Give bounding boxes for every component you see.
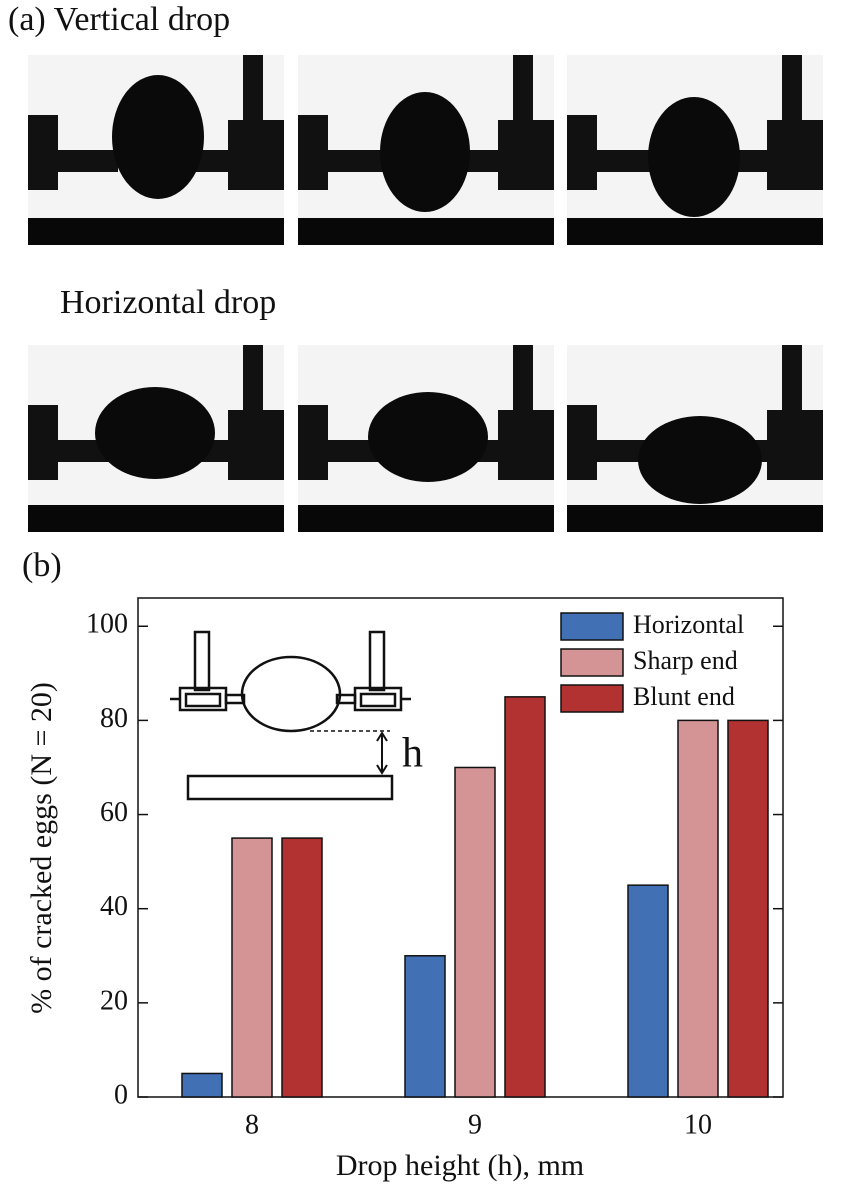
y-tick-label: 0	[114, 1079, 128, 1110]
legend-swatch	[560, 648, 624, 677]
photo-floor	[567, 505, 823, 532]
photo-floor	[28, 505, 284, 532]
legend-label: Sharp end	[633, 646, 738, 675]
photo-tower	[243, 55, 263, 125]
y-axis-label: % of cracked eggs (N = 20)	[25, 682, 58, 1014]
photo-arm	[48, 150, 118, 172]
bar	[677, 719, 719, 1098]
bar	[404, 955, 446, 1098]
inset-label: h	[402, 731, 423, 777]
egg	[95, 387, 215, 479]
x-axis-label: Drop height (h), mm	[336, 1149, 584, 1182]
photo-arm	[458, 150, 508, 172]
bar	[504, 696, 546, 1098]
photo-tower	[243, 345, 263, 415]
legend-label: Horizontal	[633, 610, 744, 639]
bar	[181, 1072, 223, 1098]
photo-floor	[567, 218, 823, 245]
bar	[454, 766, 496, 1098]
egg	[368, 392, 488, 482]
photo-tower	[513, 345, 533, 415]
photo-floor	[298, 218, 554, 245]
panel-a-label: (a) Vertical drop	[8, 1, 230, 38]
photos	[28, 55, 823, 532]
bar	[281, 837, 323, 1098]
y-tick-label: 20	[100, 985, 128, 1016]
egg	[648, 97, 740, 217]
row-title: Horizontal drop	[60, 284, 276, 321]
bar	[627, 884, 669, 1098]
y-tick-label: 40	[100, 891, 128, 922]
egg	[638, 416, 762, 504]
x-tick-label: 9	[468, 1109, 482, 1140]
egg	[380, 92, 470, 212]
photo-tower	[513, 55, 533, 125]
photo-floor	[298, 505, 554, 532]
y-tick-label: 100	[86, 609, 128, 640]
panel-b-label: (b)	[22, 547, 62, 584]
photo-floor	[28, 218, 284, 245]
photo-arm	[318, 150, 388, 172]
x-tick-label: 10	[684, 1109, 712, 1140]
legend-label: Blunt end	[633, 682, 735, 711]
y-tick-label: 60	[100, 797, 128, 828]
egg	[112, 75, 204, 199]
bar	[231, 837, 273, 1098]
inset-diagram	[170, 630, 411, 801]
photo-tower	[782, 345, 802, 415]
x-tick-label: 8	[245, 1109, 259, 1140]
y-tick-label: 80	[100, 703, 128, 734]
photo-tower	[782, 55, 802, 125]
bar	[727, 719, 769, 1098]
legend-swatch	[560, 612, 624, 641]
photo-arm	[587, 150, 657, 172]
legend-swatch	[560, 684, 624, 713]
